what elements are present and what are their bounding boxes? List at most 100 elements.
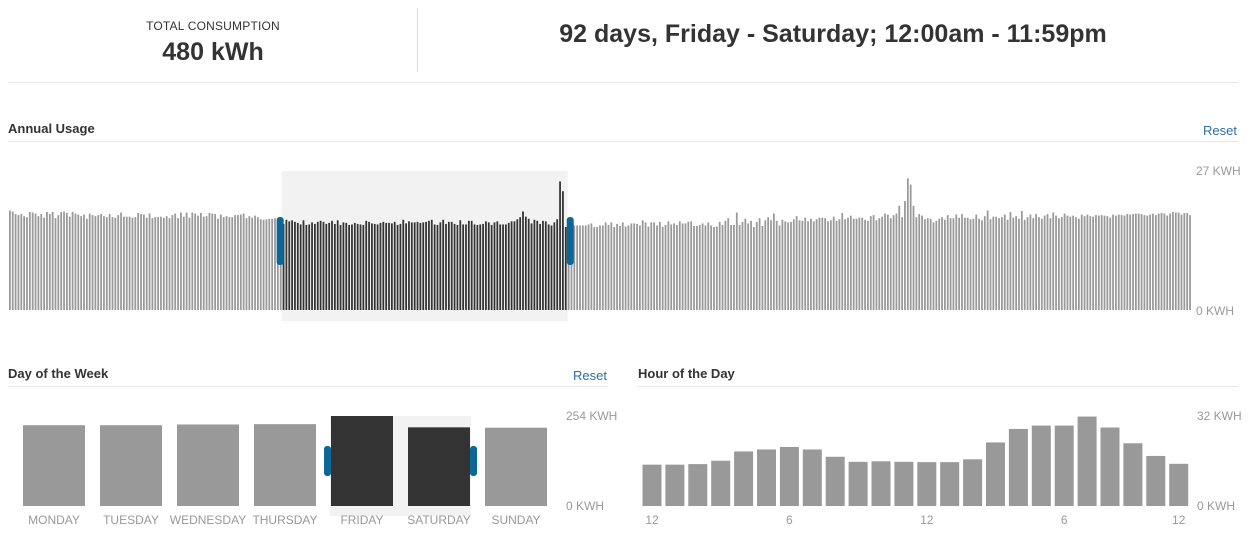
annual-bar xyxy=(160,216,162,310)
annual-bar xyxy=(1055,215,1057,310)
annual-bar xyxy=(419,222,422,310)
annual-bar xyxy=(345,222,348,310)
annual-bar xyxy=(938,218,941,310)
annual-bar xyxy=(71,212,74,310)
annual-bar xyxy=(271,218,274,310)
week-section-divider xyxy=(8,386,608,387)
annual-bar xyxy=(371,223,373,310)
annual-bar xyxy=(51,212,54,310)
annual-selection-range[interactable] xyxy=(281,171,568,321)
hour-bar xyxy=(688,464,708,506)
annual-bar xyxy=(399,223,402,310)
week-bar-thursday[interactable] xyxy=(254,424,316,506)
annual-bar xyxy=(653,222,656,310)
annual-bar xyxy=(1112,214,1114,310)
annual-bar xyxy=(251,217,254,310)
week-selection-left-handle[interactable] xyxy=(324,446,331,476)
hour-bar xyxy=(642,464,662,506)
annual-bar xyxy=(975,214,978,310)
annual-bar xyxy=(926,218,929,310)
annual-bar xyxy=(932,222,935,310)
annual-bar xyxy=(54,218,57,310)
annual-bar xyxy=(553,222,556,310)
annual-bar xyxy=(1049,218,1052,310)
annual-bar xyxy=(1109,217,1112,310)
annual-bar xyxy=(829,220,832,310)
hour-bar xyxy=(665,464,685,506)
annual-bar xyxy=(1120,215,1123,310)
annual-bar xyxy=(644,222,647,310)
annual-bar xyxy=(904,201,906,310)
annual-bar xyxy=(1032,218,1035,310)
annual-bar xyxy=(333,223,336,310)
annual-bar xyxy=(1015,216,1018,310)
annual-y-min-label: 0 KWH xyxy=(1196,304,1234,318)
annual-bar xyxy=(1100,215,1103,310)
hour-bar xyxy=(1008,428,1028,506)
annual-bar xyxy=(1080,214,1083,310)
annual-bar xyxy=(730,224,732,310)
annual-bar xyxy=(1026,217,1029,310)
annual-bar xyxy=(199,213,202,310)
annual-bar xyxy=(91,215,94,310)
week-bar-saturday[interactable] xyxy=(408,427,470,506)
annual-bar xyxy=(259,219,262,310)
annual-bar xyxy=(547,224,550,310)
annual-bar xyxy=(214,214,217,310)
annual-bar xyxy=(607,224,610,310)
week-bar-tuesday[interactable] xyxy=(100,425,162,506)
annual-bar xyxy=(279,221,282,310)
annual-bar xyxy=(180,212,182,310)
annual-bar xyxy=(388,222,390,310)
annual-bar xyxy=(1040,218,1043,310)
hour-of-day-chart[interactable]: 12 6 12 6 12 32 KWH 0 KWH xyxy=(620,400,1251,535)
annual-bar xyxy=(353,222,356,310)
annual-bar xyxy=(664,224,667,310)
annual-bar xyxy=(1117,214,1120,310)
day-of-week-chart[interactable]: MONDAY TUESDAY WEDNESDAY THURSDAY FRIDAY SATU… xyxy=(0,400,617,535)
week-bar-friday[interactable] xyxy=(331,416,393,506)
annual-bar xyxy=(336,220,339,310)
annual-bar xyxy=(151,218,154,310)
annual-usage-chart[interactable]: 27 KWH 0 KWH xyxy=(0,160,1251,325)
annual-bar xyxy=(1072,215,1075,310)
week-bar-sunday[interactable] xyxy=(485,427,547,506)
annual-bar xyxy=(385,222,388,310)
annual-bar xyxy=(413,222,416,310)
annual-bar xyxy=(889,218,892,310)
annual-bar xyxy=(26,217,28,310)
annual-bar xyxy=(217,218,219,310)
annual-bar xyxy=(952,218,955,310)
annual-selection-right-handle[interactable] xyxy=(566,217,574,265)
annual-bar xyxy=(884,213,886,310)
annual-bar xyxy=(362,224,365,310)
week-y-min-label: 0 KWH xyxy=(566,499,604,513)
annual-bar xyxy=(1089,216,1092,310)
annual-bar xyxy=(998,218,1000,310)
annual-bar xyxy=(1086,214,1089,310)
week-reset-link[interactable]: Reset xyxy=(573,368,607,383)
annual-bar xyxy=(909,184,912,310)
annual-reset-link[interactable]: Reset xyxy=(1203,123,1237,138)
annual-bar xyxy=(242,213,245,310)
annual-bar xyxy=(949,218,952,310)
annual-bar xyxy=(296,222,299,310)
annual-bar xyxy=(373,223,376,310)
annual-selection-left-handle[interactable] xyxy=(276,217,284,265)
total-consumption-label: TOTAL CONSUMPTION xyxy=(146,19,280,33)
annual-bar xyxy=(257,217,259,310)
annual-bar xyxy=(1146,215,1149,310)
annual-bar xyxy=(667,221,670,310)
week-bar-monday[interactable] xyxy=(23,425,85,506)
annual-bar xyxy=(447,221,450,310)
annual-bar xyxy=(450,221,453,310)
annual-bar xyxy=(120,212,122,310)
annual-bar xyxy=(162,217,165,310)
hour-y-min-label: 0 KWH xyxy=(1197,499,1235,513)
annual-bar xyxy=(918,214,921,310)
week-bar-wednesday[interactable] xyxy=(177,424,239,507)
annual-bar xyxy=(758,218,761,310)
week-selection-right-handle[interactable] xyxy=(470,446,477,476)
annual-bar xyxy=(1140,214,1143,310)
annual-bar xyxy=(430,219,433,310)
